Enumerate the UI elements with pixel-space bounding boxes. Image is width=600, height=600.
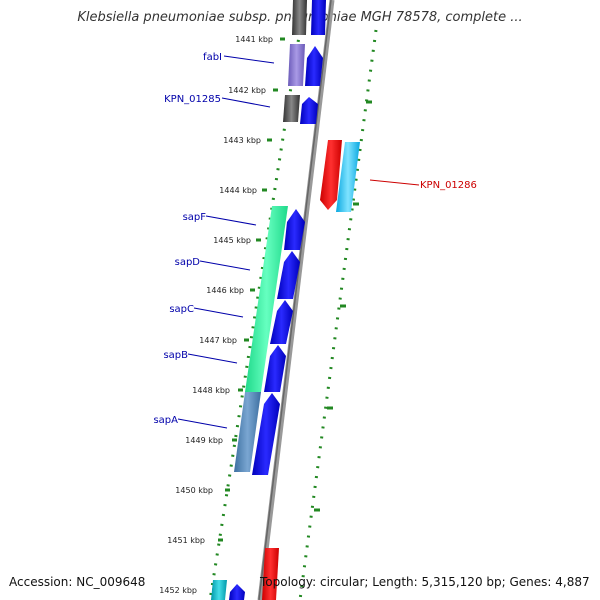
tick-label: 1450 kbp: [175, 486, 213, 495]
topology-label: Topology: circular; Length: 5,315,120 bp…: [260, 575, 590, 589]
gene-label-sapD[interactable]: sapD: [175, 257, 201, 268]
kpn01285-cds-arrow[interactable]: [300, 97, 318, 124]
gene-label-fabI[interactable]: fabI: [203, 52, 222, 63]
fabI-leader-line: [223, 55, 275, 64]
tick-label: 1448 kbp: [192, 386, 230, 395]
bottom-teal-cog-feature: [211, 580, 227, 600]
gene-label-sapB[interactable]: sapB: [163, 350, 188, 361]
gene-labels: fabI KPN_01285 KPN_01286 sapF sapD sapC …: [153, 52, 476, 426]
tick-label: 1445 kbp: [213, 236, 251, 245]
kpn01286-cog-feature[interactable]: [336, 142, 360, 212]
leader-lines: [177, 55, 420, 429]
top-grey-cog-feature: [292, 0, 307, 35]
kpn01285-leader-line: [221, 97, 271, 108]
tick-label: 1443 kbp: [223, 136, 261, 145]
tick-label: 1444 kbp: [219, 186, 257, 195]
tick-label: 1446 kbp: [206, 286, 244, 295]
tick-label: 1451 kbp: [167, 536, 205, 545]
inner-dotted-ring: [208, 29, 302, 600]
tick-label: 1452 kbp: [159, 586, 197, 595]
bottom-blue-cds-arrow: [229, 584, 245, 600]
sapD-cds-arrow[interactable]: [277, 251, 300, 299]
tick-label: 1447 kbp: [199, 336, 237, 345]
genome-backbone: [257, 0, 335, 600]
tick-marks: [212, 37, 372, 592]
sapB-cds-arrow[interactable]: [264, 345, 286, 392]
bottom-red-cds-feature: [262, 548, 279, 600]
sapC-cds-arrow[interactable]: [270, 300, 293, 344]
tick-label: 1449 kbp: [185, 436, 223, 445]
sapB-leader-line: [187, 353, 238, 364]
tick-label: 1441 kbp: [235, 35, 273, 44]
gene-label-sapC[interactable]: sapC: [169, 304, 194, 315]
kpn01286-cds-arrow[interactable]: [320, 140, 342, 210]
kpn01286-leader-line: [369, 179, 420, 186]
sapC-leader-line: [193, 307, 244, 318]
top-blue-cds-feature: [311, 0, 326, 35]
gene-label-kpn01286[interactable]: KPN_01286: [420, 180, 477, 191]
sapA-cog-feature[interactable]: [234, 392, 261, 472]
gene-label-sapA[interactable]: sapA: [153, 415, 178, 426]
fabI-cog-feature[interactable]: [288, 44, 305, 86]
sapA-cds-arrow[interactable]: [252, 393, 280, 475]
sap-operon-cog-band[interactable]: [245, 206, 288, 392]
kpn01285-cog-feature[interactable]: [283, 95, 300, 122]
gene-label-sapF[interactable]: sapF: [183, 212, 207, 223]
sapA-leader-line: [177, 418, 228, 429]
fabI-cds-arrow[interactable]: [305, 46, 323, 86]
genome-backbone-shadow: [258, 0, 332, 600]
gene-label-kpn01285[interactable]: KPN_01285: [164, 94, 221, 105]
sapF-cds-arrow[interactable]: [284, 209, 305, 250]
sapF-leader-line: [205, 215, 257, 226]
sapD-leader-line: [199, 260, 251, 271]
tick-labels: 1441 kbp 1442 kbp 1443 kbp 1444 kbp 1445…: [159, 35, 273, 595]
accession-label: Accession: NC_009648: [9, 575, 146, 589]
tick-label: 1442 kbp: [228, 86, 266, 95]
